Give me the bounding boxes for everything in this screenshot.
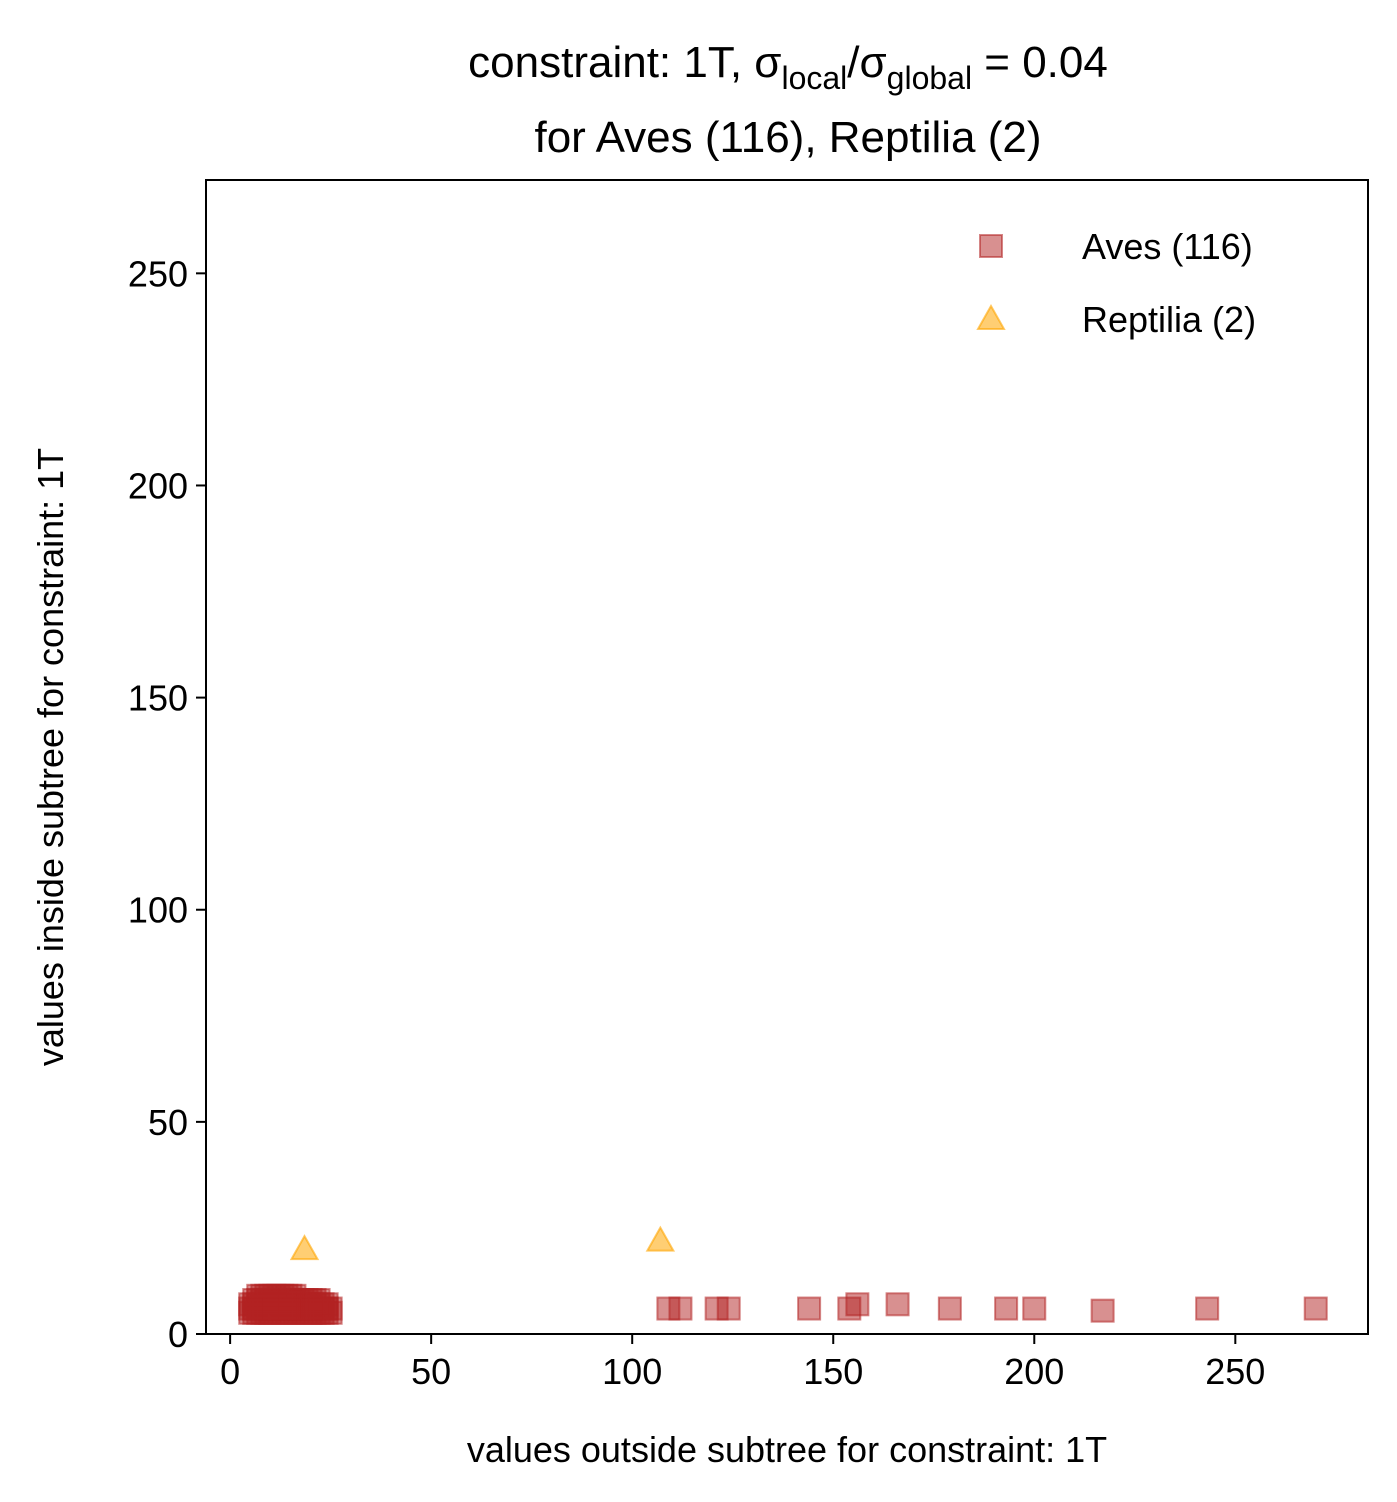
chart-title-subscript-global: global — [887, 60, 972, 96]
plot-area — [238, 1225, 1328, 1325]
data-point-1-1 — [645, 1225, 676, 1252]
y-tick-label-2: 100 — [128, 890, 188, 931]
series-reptilia — [289, 1225, 676, 1261]
data-point-0-110 — [1022, 1296, 1047, 1321]
y-tick-label-3: 150 — [128, 678, 188, 719]
chart-title-subscript-local: local — [781, 60, 847, 96]
legend-label-1: Reptilia (2) — [1082, 299, 1256, 340]
plot-frame — [205, 179, 1369, 1335]
data-point-0-113 — [1303, 1296, 1328, 1321]
x-axis-label: values outside subtree for constraint: 1… — [467, 1429, 1107, 1470]
x-tick-label-0: 0 — [220, 1351, 240, 1392]
series-aves — [238, 1283, 1328, 1325]
data-point-0-108 — [937, 1296, 962, 1321]
x-tick-label-3: 150 — [803, 1351, 863, 1392]
data-point-0-101 — [668, 1296, 693, 1321]
x-tick-label-5: 250 — [1205, 1351, 1265, 1392]
data-point-0-109 — [994, 1296, 1019, 1321]
chart-title-mid: /σ — [847, 38, 886, 87]
data-point-0-115 — [278, 1296, 303, 1321]
x-tick-label-4: 200 — [1004, 1351, 1064, 1392]
data-point-1-0 — [289, 1234, 320, 1261]
y-axis-label: values inside subtree for constraint: 1T — [30, 448, 71, 1066]
chart-title-line1: constraint: 1T, σlocal/σglobal = 0.04 — [468, 38, 1108, 96]
legend-label-0: Aves (116) — [1082, 226, 1253, 267]
data-point-0-104 — [797, 1296, 822, 1321]
legend-marker-0 — [979, 234, 1003, 258]
legend-marker-1 — [976, 303, 1006, 330]
chart-title-line2: for Aves (116), Reptilia (2) — [534, 113, 1041, 162]
axis-ticks: 0 50 100 150 200 250 0 50 100 150 200 250 — [128, 253, 1265, 1392]
data-point-0-107 — [885, 1292, 910, 1317]
data-point-0-103 — [716, 1296, 741, 1321]
data-point-0-106 — [845, 1292, 870, 1317]
y-tick-label-0: 0 — [168, 1314, 188, 1355]
data-point-0-111 — [1090, 1298, 1115, 1323]
y-tick-label-5: 250 — [128, 253, 188, 294]
legend: Aves (116) Reptilia (2) — [976, 226, 1256, 340]
data-point-0-112 — [1195, 1296, 1220, 1321]
x-tick-label-2: 100 — [602, 1351, 662, 1392]
y-tick-label-4: 200 — [128, 465, 188, 506]
chart-title-suffix: = 0.04 — [972, 38, 1108, 87]
y-tick-label-1: 50 — [148, 1102, 188, 1143]
x-tick-label-1: 50 — [411, 1351, 451, 1392]
chart-title-prefix: constraint: 1T, σ — [468, 38, 781, 87]
